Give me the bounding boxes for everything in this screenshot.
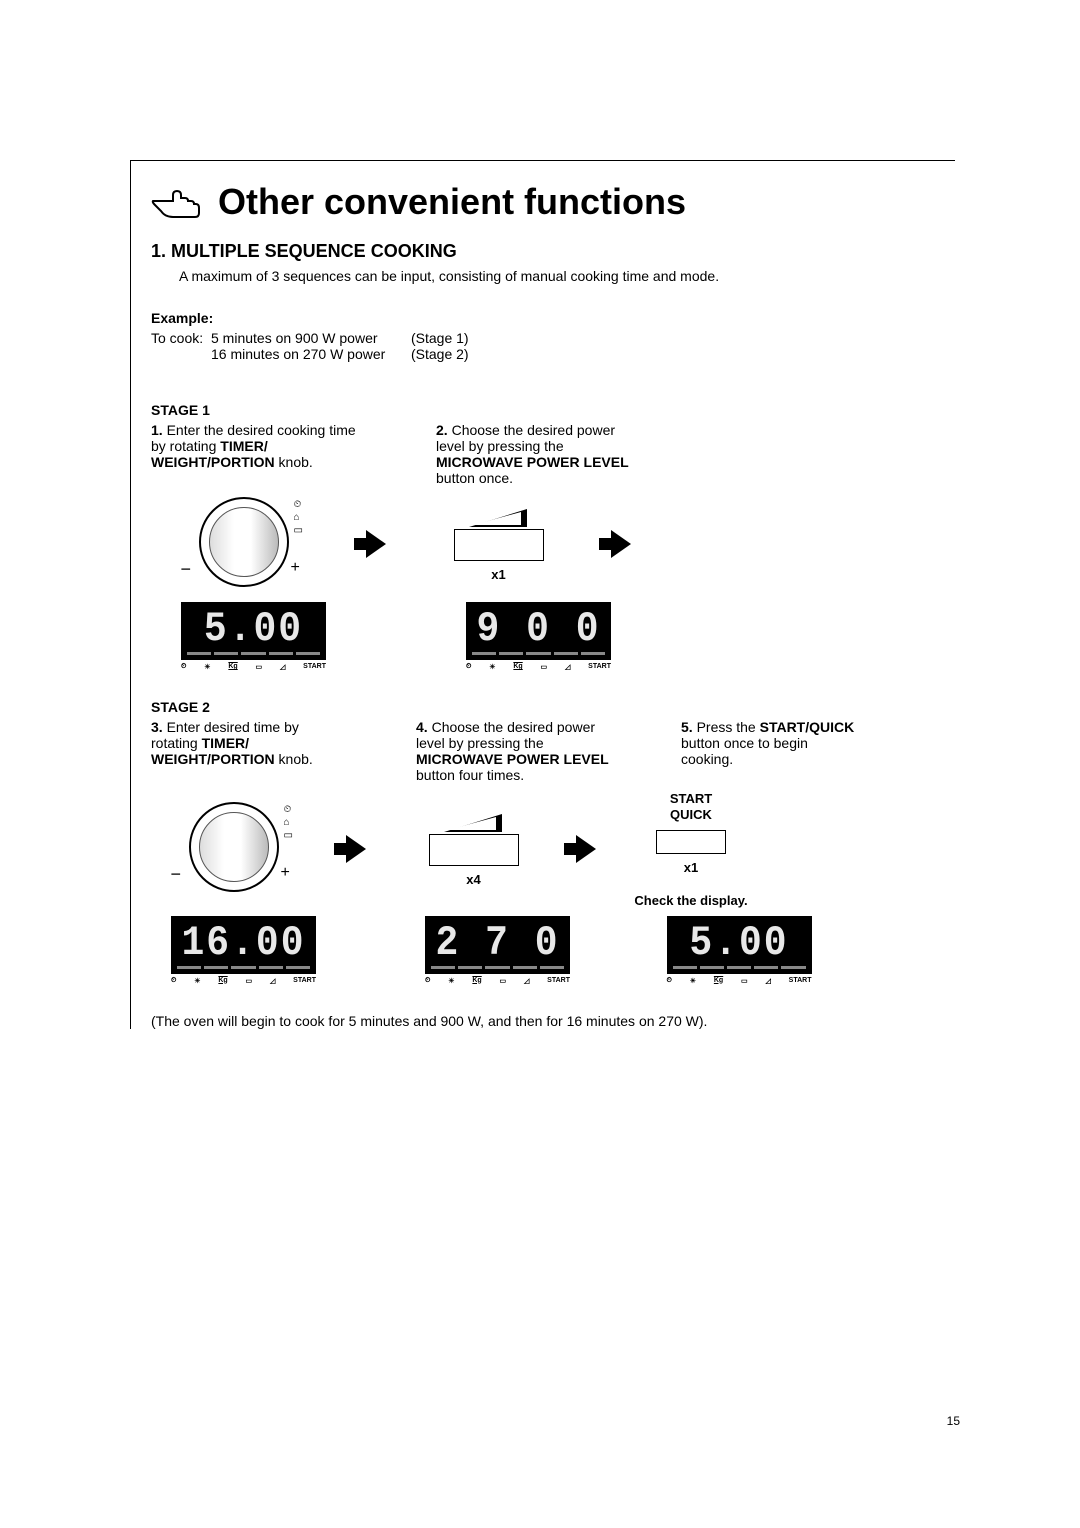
power-presses: x4: [466, 872, 480, 887]
weight-icon: ⌂: [284, 818, 293, 828]
weight-icon: ⌂: [294, 513, 303, 523]
power-button-diagram: x1: [396, 507, 601, 582]
stage1-label: STAGE 1: [151, 402, 925, 418]
step2-text-a: Choose the desired power level by pressi…: [436, 422, 615, 454]
stage2-displays: 16.00 ⏲☀Kg▭◿START 2 7 0 ⏲☀Kg▭◿START 5.00: [151, 916, 925, 985]
minus-icon: −: [181, 559, 192, 580]
step4: 4. Choose the desired power level by pre…: [416, 719, 611, 783]
display-icons-row: ⏲☀Kg▭◿START: [466, 663, 611, 671]
step3: 3. Enter desired time by rotating TIMER/…: [151, 719, 336, 767]
start-button: [656, 830, 726, 854]
power-button: [429, 834, 519, 866]
display-5-00: 5.00: [181, 602, 326, 660]
knob-diagram: ⏲ ⌂ ▭ − +: [151, 497, 356, 592]
step1: 1. Enter the desired cooking time by rot…: [151, 422, 356, 470]
step5-text-b: button once to begin cooking.: [681, 735, 808, 767]
start-button-diagram: START QUICK x1 Check the display.: [601, 791, 781, 908]
arrow-right-icon: [346, 835, 366, 863]
display-icons-row: ⏲☀Kg▭◿START: [667, 977, 812, 985]
plus-icon: +: [281, 864, 290, 882]
start-presses: x1: [684, 860, 698, 875]
step5-bold: START/QUICK: [760, 719, 855, 735]
example-lines: To cook: 5 minutes on 900 W power (Stage…: [151, 330, 925, 362]
step4-text-b: button four times.: [416, 767, 524, 783]
page: Other convenient functions 1. MULTIPLE S…: [0, 0, 1080, 1528]
display-digits: 5.00: [689, 923, 788, 965]
start-label-a: START: [670, 791, 712, 806]
knob-side-icons: ⏲ ⌂ ▭: [284, 805, 293, 841]
step5-num: 5.: [681, 719, 693, 735]
step4-bold: MICROWAVE POWER LEVEL: [416, 751, 609, 767]
footer-note: (The oven will begin to cook for 5 minut…: [151, 1013, 925, 1029]
step1-num: 1.: [151, 422, 163, 438]
step4-num: 4.: [416, 719, 428, 735]
minus-icon: −: [171, 864, 182, 885]
power-triangle-icon: [469, 507, 529, 527]
power-presses: x1: [491, 567, 505, 582]
display-icons-row: ⏲☀Kg▭◿START: [181, 663, 326, 671]
step2-text-b: button once.: [436, 470, 513, 486]
plus-icon: +: [291, 559, 300, 577]
page-title: Other convenient functions: [218, 181, 686, 223]
step3-num: 3.: [151, 719, 163, 735]
arrow-right-icon: [576, 835, 596, 863]
power-button-diagram: x4: [376, 812, 571, 887]
stage2-steps: 3. Enter desired time by rotating TIMER/…: [151, 719, 925, 783]
example-line2-stage: (Stage 2): [411, 346, 501, 362]
stage2-diagrams: ⏲ ⌂ ▭ − + x4: [151, 791, 925, 908]
display-900: 9 0 0: [466, 602, 611, 660]
example-line2-desc: 16 minutes on 270 W power: [211, 346, 411, 362]
portion-icon: ▭: [294, 526, 303, 536]
step3-text-b: knob.: [275, 751, 313, 767]
page-number: 15: [947, 1414, 960, 1428]
arrow-right-icon: [611, 530, 631, 558]
example-line1-stage: (Stage 1): [411, 330, 501, 346]
display-5-00-final: 5.00: [667, 916, 812, 974]
start-label-b: QUICK: [670, 807, 712, 822]
section-intro: A maximum of 3 sequences can be input, c…: [179, 268, 925, 284]
stage1-steps: 1. Enter the desired cooking time by rot…: [151, 422, 925, 486]
title-row: Other convenient functions: [151, 181, 925, 223]
display-270: 2 7 0: [425, 916, 570, 974]
pointing-hand-icon: [151, 183, 203, 221]
example-label: Example:: [151, 310, 925, 326]
clock-icon: ⏲: [294, 500, 303, 510]
display-icons-row: ⏲☀Kg▭◿START: [425, 977, 570, 985]
step5: 5. Press the START/QUICK button once to …: [681, 719, 861, 767]
stage2-label: STAGE 2: [151, 699, 925, 715]
knob-side-icons: ⏲ ⌂ ▭: [294, 500, 303, 536]
display-icons-row: ⏲☀Kg▭◿START: [171, 977, 316, 985]
clock-icon: ⏲: [284, 805, 293, 815]
step1-text-b: knob.: [275, 454, 313, 470]
step5-text-a: Press the: [697, 719, 760, 735]
step2-bold: MICROWAVE POWER LEVEL: [436, 454, 629, 470]
stage1-displays: 5.00 ⏲☀Kg▭◿START 9 0 0 ⏲☀Kg▭◿START: [151, 602, 925, 671]
power-button: [454, 529, 544, 561]
display-digits: 16.00: [181, 923, 305, 965]
check-display-label: Check the display.: [634, 893, 747, 908]
example-lead: To cook:: [151, 330, 211, 346]
step4-text-a: Choose the desired power level by pressi…: [416, 719, 595, 751]
display-16-00: 16.00: [171, 916, 316, 974]
knob-diagram: ⏲ ⌂ ▭ − +: [151, 802, 336, 897]
section-heading: 1. MULTIPLE SEQUENCE COOKING: [151, 241, 925, 262]
content-frame: Other convenient functions 1. MULTIPLE S…: [130, 160, 955, 1029]
step2: 2. Choose the desired power level by pre…: [436, 422, 641, 486]
display-digits: 2 7 0: [435, 923, 559, 965]
example-line1-desc: 5 minutes on 900 W power: [211, 330, 411, 346]
power-triangle-icon: [444, 812, 504, 832]
display-digits: 9 0 0: [476, 609, 600, 651]
step2-num: 2.: [436, 422, 448, 438]
arrow-right-icon: [366, 530, 386, 558]
portion-icon: ▭: [284, 831, 293, 841]
display-digits: 5.00: [204, 609, 303, 651]
stage1-diagrams: ⏲ ⌂ ▭ − + x1: [151, 494, 925, 594]
